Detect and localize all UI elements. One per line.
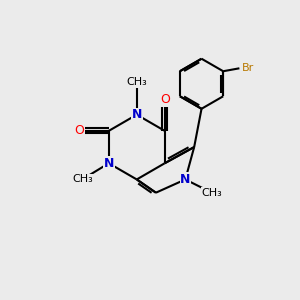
Text: CH₃: CH₃ — [202, 188, 222, 198]
Text: O: O — [160, 93, 170, 106]
Text: CH₃: CH₃ — [126, 77, 147, 87]
Text: CH₃: CH₃ — [72, 174, 93, 184]
Text: O: O — [74, 124, 84, 137]
Text: Br: Br — [242, 63, 254, 73]
Text: N: N — [132, 108, 142, 121]
Text: N: N — [103, 157, 114, 170]
Text: N: N — [180, 173, 190, 186]
